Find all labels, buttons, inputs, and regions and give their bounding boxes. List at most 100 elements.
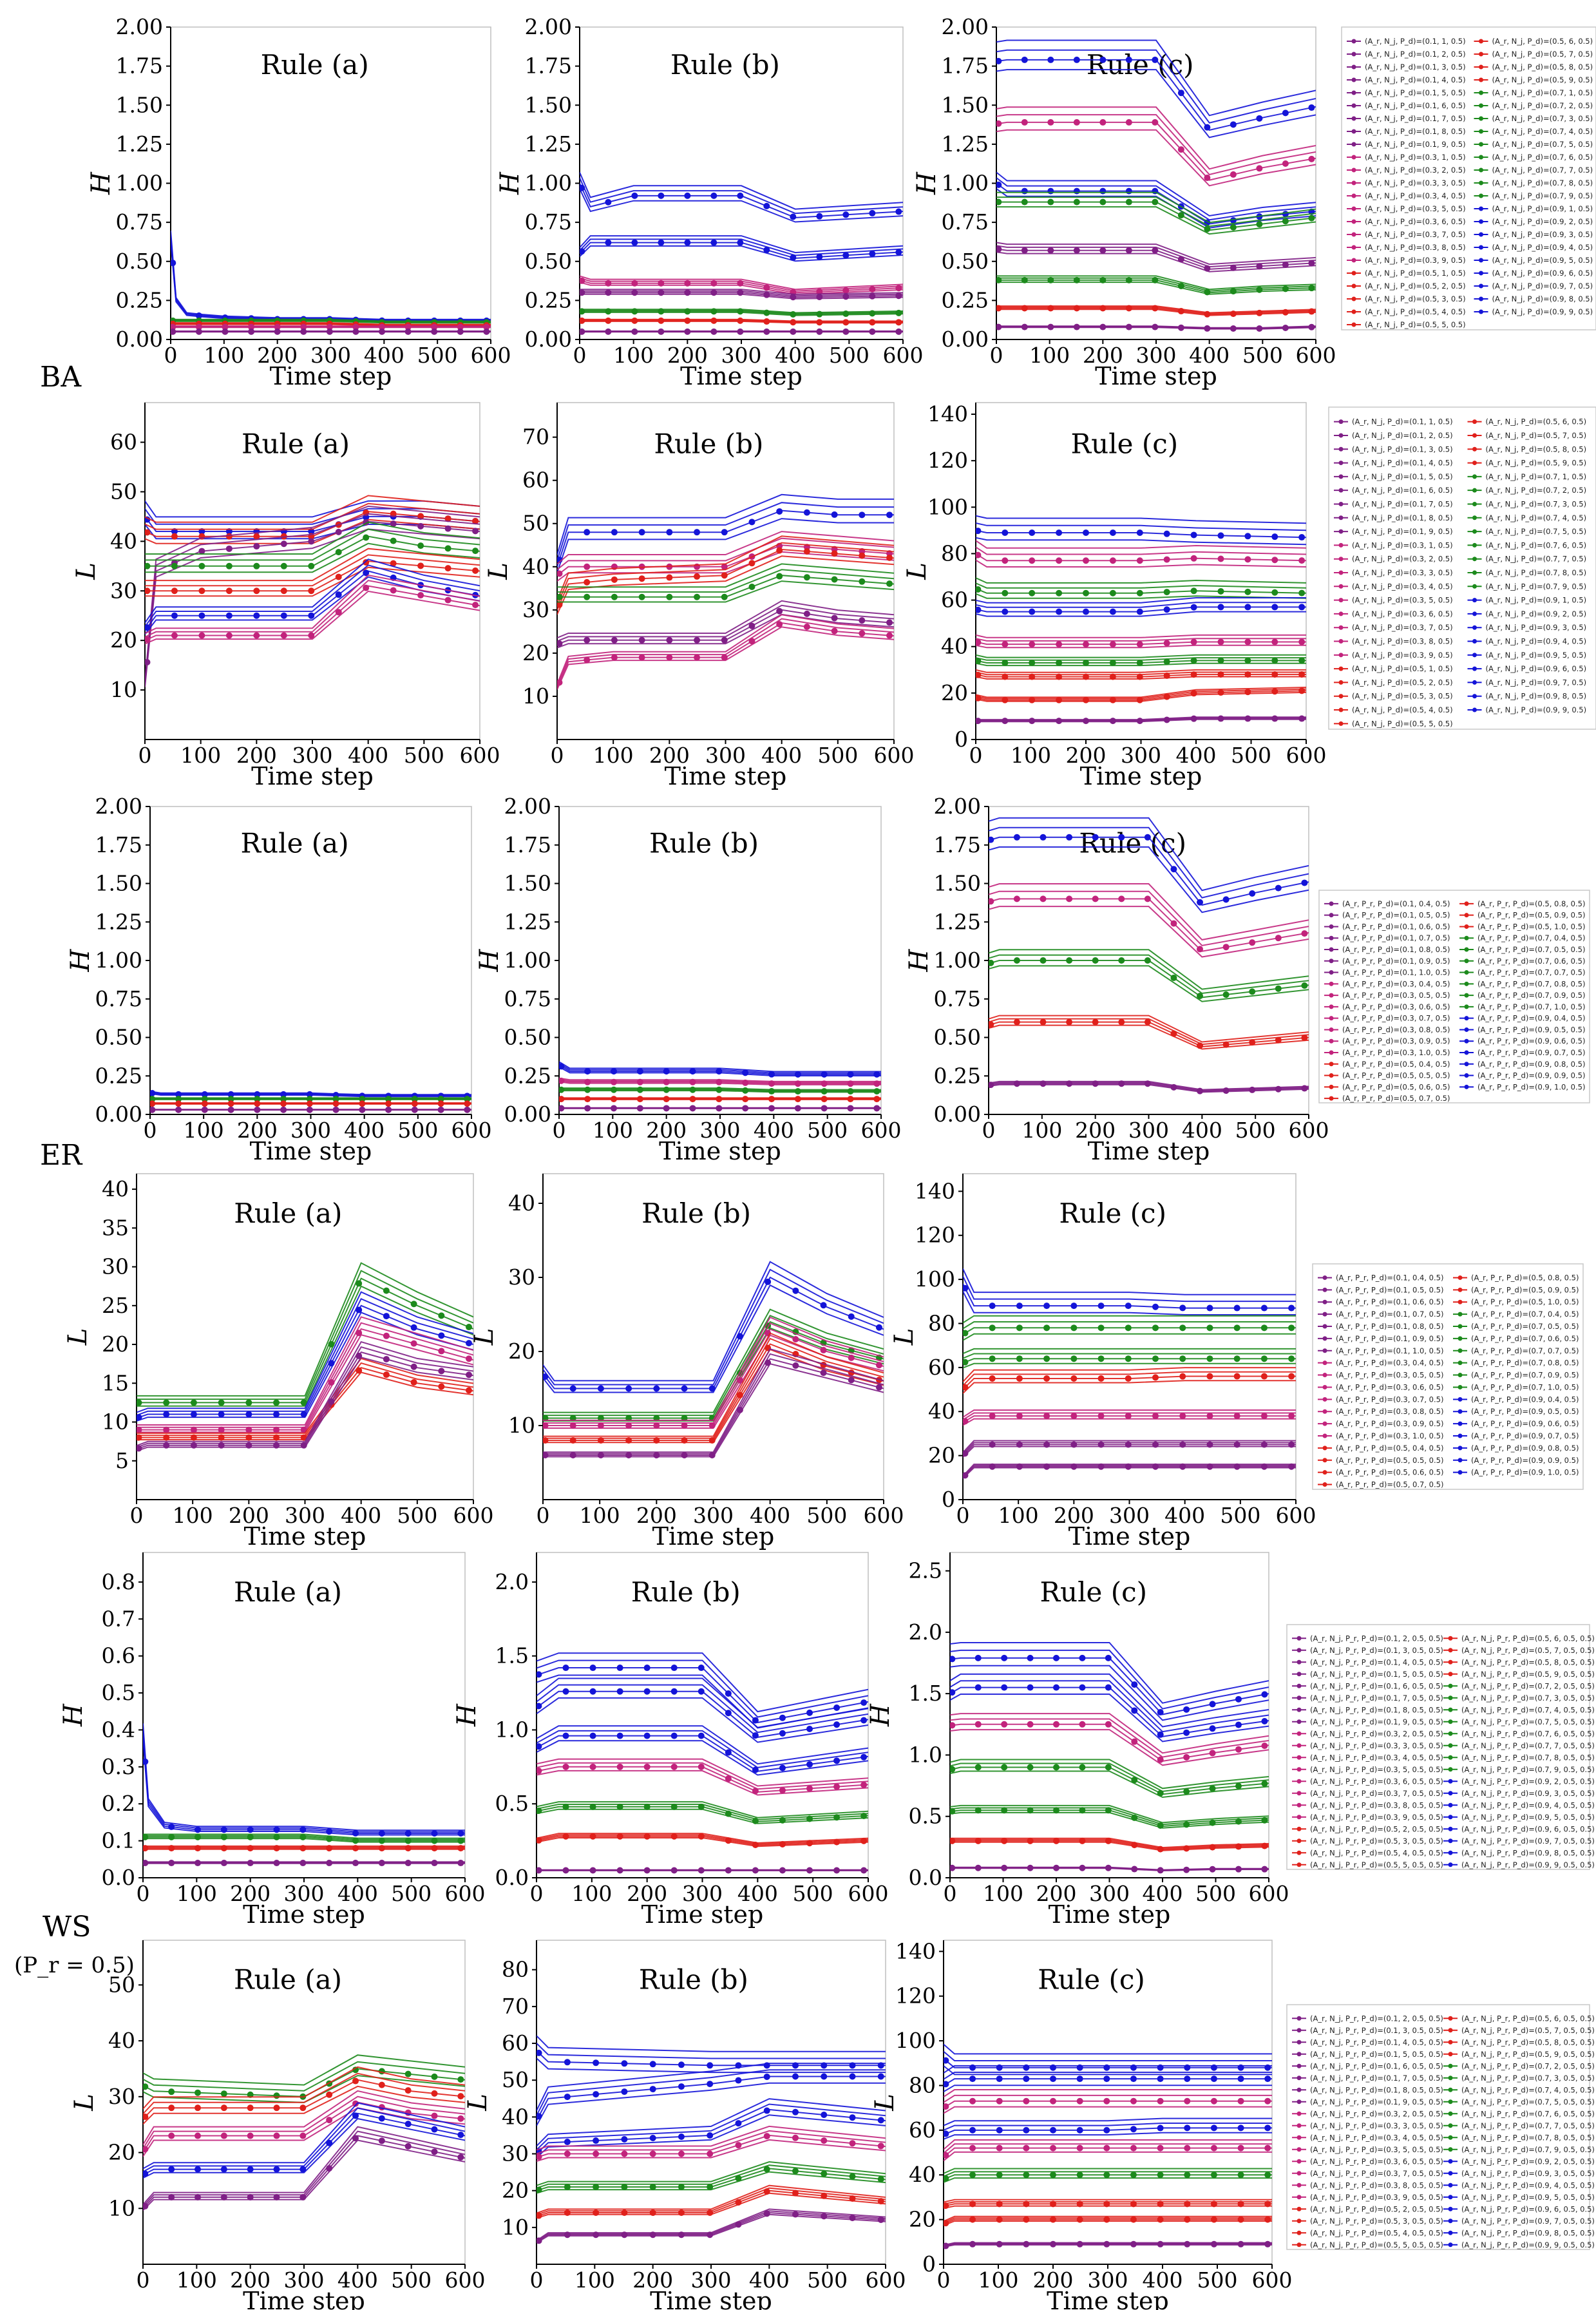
data-point-marker: [631, 308, 638, 315]
series-line: [580, 238, 903, 256]
series-line: [137, 1298, 473, 1417]
legend-entry: (A_r, N_j, P_r, P_d)=(0.1, 2, 0.5, 0.5): [1310, 2014, 1443, 2023]
legend-marker: [1297, 2028, 1302, 2033]
data-point-marker: [790, 213, 797, 220]
legend-entry: (A_r, N_j, P_d)=(0.5, 2, 0.5): [1352, 678, 1453, 687]
x-tick-label: 300: [1088, 2267, 1128, 2293]
data-point-marker: [1249, 890, 1256, 897]
data-point-marker: [737, 239, 744, 246]
data-point-marker: [944, 2220, 949, 2227]
series-line: [143, 1728, 465, 1833]
data-point-marker: [1053, 1654, 1059, 1661]
series-line: [996, 188, 1316, 229]
data-point-marker: [616, 1867, 623, 1874]
y-tick-label: 5: [115, 1448, 129, 1473]
data-point-marker: [1079, 1721, 1086, 1728]
legend-entry: (A_r, P_r, P_d)=(0.7, 0.8, 0.5): [1471, 1359, 1579, 1368]
legend-marker: [1329, 1062, 1334, 1067]
legend-marker: [1322, 1446, 1327, 1451]
data-point-marker: [326, 1835, 333, 1842]
data-point-marker: [562, 1833, 569, 1840]
data-point-marker: [831, 576, 838, 583]
panel-title: Rule (a): [234, 1198, 342, 1229]
y-tick-label: 0.50: [525, 249, 572, 274]
y-tick-label: 0.0: [495, 1865, 529, 1890]
legend-entry: (A_r, N_j, P_r, P_d)=(0.7, 7, 0.5, 0.5): [1461, 1741, 1595, 1750]
data-point-marker: [721, 563, 728, 570]
legend-marker: [1479, 309, 1483, 314]
legend-box: [1341, 26, 1596, 330]
series-line: [137, 1277, 473, 1404]
data-point-marker: [472, 567, 479, 574]
x-tick-label: 300: [1136, 343, 1177, 368]
data-point-marker: [698, 1803, 705, 1810]
series-line: [976, 638, 1306, 642]
data-point-marker: [996, 2097, 1003, 2105]
data-point-marker: [444, 525, 451, 532]
data-point-marker: [792, 2134, 799, 2141]
data-point-marker: [1237, 2076, 1244, 2083]
data-point-marker: [356, 1306, 363, 1313]
legend-entry: (A_r, N_j, P_r, P_d)=(0.1, 8, 0.5, 0.5): [1310, 2085, 1443, 2094]
x-axis-title: Time step: [251, 762, 374, 790]
data-point-marker: [1144, 834, 1151, 841]
legend-entry: (A_r, P_r, P_d)=(0.3, 0.8, 0.5): [1342, 1025, 1450, 1034]
data-point-marker: [1217, 657, 1224, 664]
series-line: [989, 890, 1309, 946]
data-point-marker: [198, 612, 205, 619]
data-point-marker: [225, 612, 233, 619]
y-tick-label: 120: [927, 448, 968, 473]
data-point-marker: [332, 1106, 339, 1113]
legend-entry: (A_r, P_r, P_d)=(0.7, 0.6, 0.5): [1477, 957, 1585, 966]
data-point-marker: [611, 576, 618, 583]
data-point-marker: [247, 1860, 254, 1867]
legend-entry: (A_r, P_r, P_d)=(0.3, 0.9, 0.5): [1336, 1419, 1443, 1428]
legend-entry: (A_r, N_j, P_d)=(0.1, 5, 0.5): [1365, 88, 1466, 97]
data-point-marker: [1083, 529, 1089, 536]
data-point-marker: [716, 1086, 723, 1093]
data-point-marker: [1308, 260, 1315, 267]
legend-entry: (A_r, N_j, P_r, P_d)=(0.7, 3, 0.5, 0.5): [1461, 2074, 1595, 2083]
legend-entry: (A_r, N_j, P_d)=(0.7, 5, 0.5): [1486, 527, 1587, 536]
data-point-marker: [195, 323, 202, 330]
y-axis-title: H: [912, 171, 942, 195]
data-point-marker: [1301, 1085, 1308, 1092]
data-point-marker: [1190, 638, 1197, 645]
data-point-marker: [833, 1757, 841, 1764]
legend-box: [1318, 890, 1590, 1103]
y-tick-label: 60: [522, 468, 549, 493]
series-line: [543, 1316, 884, 1421]
series-line: [989, 906, 1309, 958]
data-point-marker: [1043, 1324, 1050, 1332]
x-tick-label: 200: [636, 1503, 677, 1528]
data-point-marker: [816, 319, 823, 326]
x-tick-label: 300: [682, 1881, 723, 1906]
legend-marker: [1472, 461, 1477, 466]
legend-marker: [1479, 296, 1483, 301]
data-point-marker: [806, 1785, 813, 1792]
y-tick-label: 0.5: [909, 1804, 942, 1829]
series-line: [996, 171, 1316, 217]
y-axis-title: L: [902, 562, 932, 580]
data-point-marker: [792, 2073, 799, 2080]
x-tick-label: 0: [969, 743, 983, 768]
legend-marker: [1448, 1755, 1453, 1760]
x-tick-label: 400: [337, 1881, 378, 1906]
x-tick-label: 100: [978, 2267, 1019, 2293]
legend-entry: (A_r, N_j, P_d)=(0.3, 1, 0.5): [1365, 153, 1466, 162]
x-tick-label: 300: [1109, 1503, 1150, 1528]
x-tick-label: 400: [1143, 1881, 1183, 1906]
data-point-marker: [378, 1830, 385, 1837]
y-axis-title: L: [484, 562, 513, 580]
data-point-marker: [589, 1665, 596, 1672]
legend-entry: (A_r, N_j, P_r, P_d)=(0.1, 4, 0.5, 0.5): [1310, 2038, 1443, 2047]
y-tick-label: 20: [941, 680, 968, 705]
series-line: [143, 2068, 465, 2097]
legend-entry: (A_r, N_j, P_d)=(0.7, 7, 0.5): [1486, 555, 1587, 564]
legend-entry: (A_r, N_j, P_r, P_d)=(0.1, 3, 0.5, 0.5): [1310, 1646, 1443, 1655]
data-point-marker: [1105, 1807, 1112, 1814]
data-point-marker: [1125, 1375, 1132, 1382]
data-point-marker: [698, 1833, 705, 1840]
legend-entry: (A_r, N_j, P_r, P_d)=(0.5, 4, 0.5, 0.5): [1310, 1848, 1443, 1857]
legend-marker: [1472, 694, 1477, 699]
